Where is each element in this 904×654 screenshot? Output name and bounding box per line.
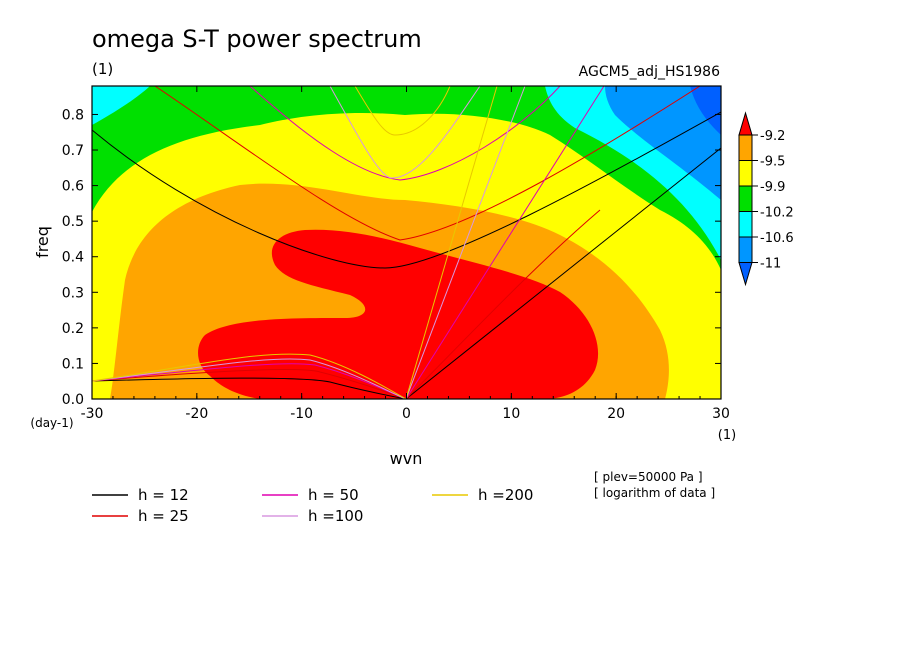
colorbar-top-arrow — [738, 111, 753, 136]
colorbar-segment — [738, 211, 753, 238]
curve-h200-kelvin — [405, 86, 498, 399]
y-tick-label: 0.0 — [62, 392, 84, 408]
y-tick-label: 0.6 — [62, 179, 84, 195]
curve-h200-mrg — [92, 353, 407, 399]
y-tick-label: 0.8 — [62, 107, 84, 123]
x-axis-unit: (1) — [718, 428, 736, 443]
y-tick-label: 0.1 — [62, 356, 84, 372]
colorbar-segment — [738, 185, 753, 212]
legend-label: h =100 — [308, 507, 363, 525]
colorbar-segment — [738, 236, 753, 263]
colorbar-label: -10.6 — [760, 231, 794, 246]
y-tick-label: 0.2 — [62, 321, 84, 337]
y-tick-label: 0.7 — [62, 143, 84, 159]
note-log: [ logarithm of data ] — [594, 486, 715, 500]
colorbar-label: -9.5 — [760, 155, 785, 170]
legend-label: h = 25 — [138, 507, 189, 525]
contour-band-neg9-2 — [198, 229, 599, 399]
legend-label: h = 12 — [138, 486, 189, 504]
colorbar-segment — [738, 134, 753, 161]
y-axis: 0.0 0.1 0.2 0.3 0.4 0.5 0.6 0.7 0.8 — [62, 107, 721, 408]
curve-h50-kelvin — [405, 86, 605, 399]
curve-h25-mrg — [92, 369, 407, 399]
legend-label: h = 50 — [308, 486, 359, 504]
curve-h100-mrg — [92, 358, 407, 399]
colorbar-label: -11 — [760, 257, 781, 272]
curve-h50-eig — [249, 86, 561, 181]
y-tick-label: 0.5 — [62, 214, 84, 230]
subtitle-right: AGCM5_adj_HS1986 — [579, 64, 720, 80]
curve-h100-kelvin — [405, 86, 526, 399]
curve-h25-kelvin — [405, 209, 601, 399]
colorbar-label: -10.2 — [760, 206, 794, 221]
colorbar: -9.2 -9.5 -9.9 -10.2 -10.6 -11 — [738, 111, 794, 287]
x-tick-label: 30 — [712, 406, 730, 422]
x-tick-label: -30 — [81, 406, 104, 422]
contour-band-neg10-6 — [92, 86, 150, 125]
note-plev: [ plev=50000 Pa ] — [594, 470, 703, 484]
dispersion-curves — [92, 86, 721, 399]
legend: h = 12 h = 25 h = 50 h =100 h =200 — [92, 486, 533, 525]
title-unit: (1) — [92, 60, 113, 78]
y-axis-unit: (day-1) — [30, 416, 73, 430]
x-tick-label: -10 — [290, 406, 313, 422]
x-tick-label: 10 — [502, 406, 520, 422]
chart-title: omega S-T power spectrum — [92, 25, 422, 53]
x-tick-label: -20 — [185, 406, 208, 422]
colorbar-label: -9.9 — [760, 180, 785, 195]
colorbar-segment — [738, 160, 753, 187]
curve-h12-mrg — [92, 377, 407, 399]
curve-h50-mrg — [92, 363, 407, 399]
y-tick-label: 0.3 — [62, 285, 84, 301]
legend-label: h =200 — [478, 486, 533, 504]
curve-h12-kelvin — [405, 147, 721, 399]
y-axis-label: freq — [33, 226, 52, 258]
x-tick-label: 0 — [402, 406, 411, 422]
colorbar-bottom-arrow — [738, 262, 753, 287]
y-tick-label: 0.4 — [62, 250, 84, 266]
curve-h200-eig — [354, 86, 451, 136]
contour-band-neg11 — [690, 86, 721, 135]
x-axis: -30 -20 -10 0 10 20 30 — [81, 86, 730, 422]
curve-h25-eig — [154, 86, 701, 241]
colorbar-label: -9.2 — [760, 129, 785, 144]
x-tick-label: 20 — [607, 406, 625, 422]
curve-h100-eig — [329, 86, 481, 179]
curve-h12-eig — [92, 111, 721, 269]
x-axis-label: wvn — [390, 449, 423, 468]
